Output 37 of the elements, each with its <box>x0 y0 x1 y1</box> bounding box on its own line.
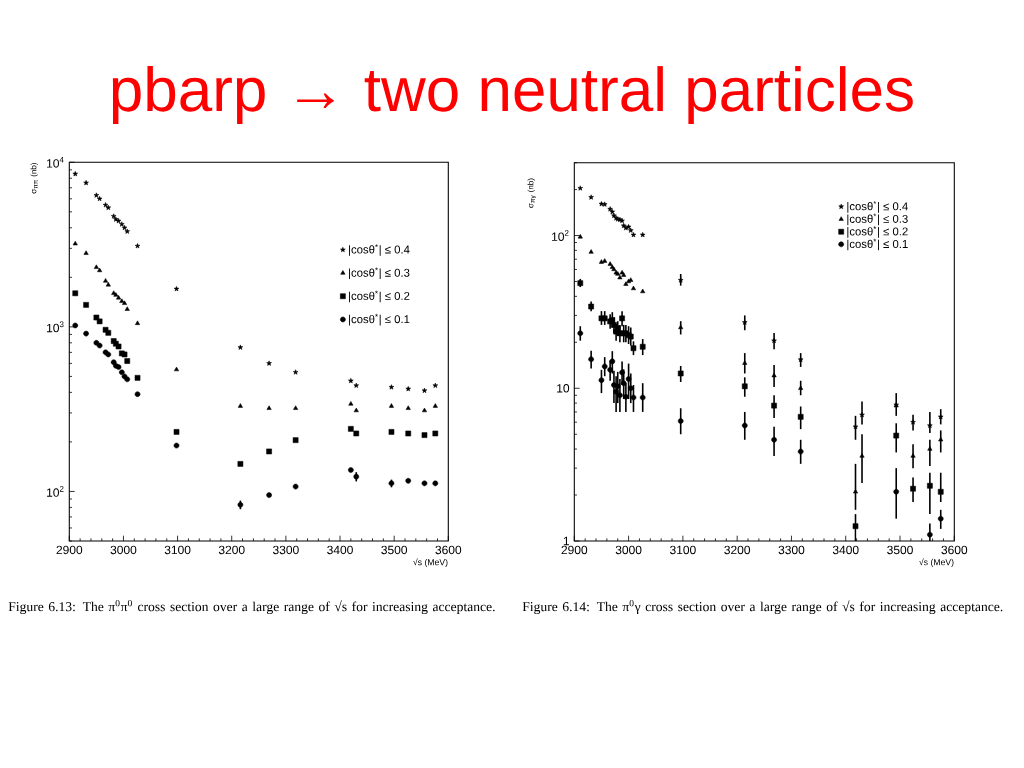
legend-label: |cosθ$^{*}$| ≤ 0.1 <box>349 313 410 326</box>
x-tick-label: 2900 <box>561 545 588 555</box>
x-tick-label: 3500 <box>381 545 408 555</box>
y-tick-label: 10$^{3}$ <box>47 321 64 333</box>
x-tick-label: 3200 <box>218 545 245 555</box>
x-tick-label: 3000 <box>615 545 642 555</box>
legend-label: |cosθ$^{*}$| ≤ 0.4 <box>349 244 410 256</box>
x-tick-label: 3400 <box>327 545 353 555</box>
x-axis-title: √s (MeV) <box>919 558 954 567</box>
x-tick-label: 3100 <box>164 545 191 555</box>
y-axis-title: σ$_{ππ}$ (nb) <box>30 163 38 194</box>
y-axis-title: σ$_{πγ}$ (nb) <box>527 178 537 208</box>
caption: Figure 6.13: The π$^{0}$π$^{0}$ cross section over a large range of √s for increasing acceptance. <box>8 599 495 615</box>
legend-label: |cosθ$^{*}$| ≤ 0.1 <box>847 238 908 251</box>
x-tick-label: 3100 <box>669 545 696 555</box>
legend-label: |cosθ$^{*}$| ≤ 0.2 <box>847 226 908 238</box>
legend-label: |cosθ$^{*}$| ≤ 0.2 <box>349 290 410 303</box>
caption: Figure 6.14: The π$^{0}$γ cross section over a large range of √s for increasing acceptance. <box>522 599 1003 615</box>
x-tick-label: 3300 <box>272 545 299 555</box>
x-axis-title: √s (MeV) <box>413 558 448 567</box>
legend-label: |cosθ$^{*}$| ≤ 0.3 <box>349 267 410 280</box>
y-tick-label: 10 <box>557 384 570 393</box>
chart-title: pbarp → two neutral particles <box>112 66 913 124</box>
x-tick-label: 3000 <box>110 545 137 555</box>
x-tick-label: 2900 <box>56 545 83 555</box>
x-tick-label: 3600 <box>435 545 462 555</box>
y-tick-label: 1 <box>563 536 570 546</box>
y-tick-label: 10$^{2}$ <box>47 486 64 497</box>
x-tick-label: 3500 <box>887 545 913 555</box>
x-tick-label: 3300 <box>778 545 805 555</box>
x-tick-label: 3600 <box>941 545 968 555</box>
x-tick-label: 3400 <box>832 545 859 555</box>
y-tick-label: 10$^{4}$ <box>47 156 64 168</box>
y-tick-label: 10$^{2}$ <box>552 230 569 241</box>
legend-label: |cosθ$^{*}$| ≤ 0.4 <box>847 201 908 213</box>
legend-label: |cosθ$^{*}$| ≤ 0.3 <box>847 213 908 226</box>
x-tick-label: 3200 <box>724 545 751 555</box>
